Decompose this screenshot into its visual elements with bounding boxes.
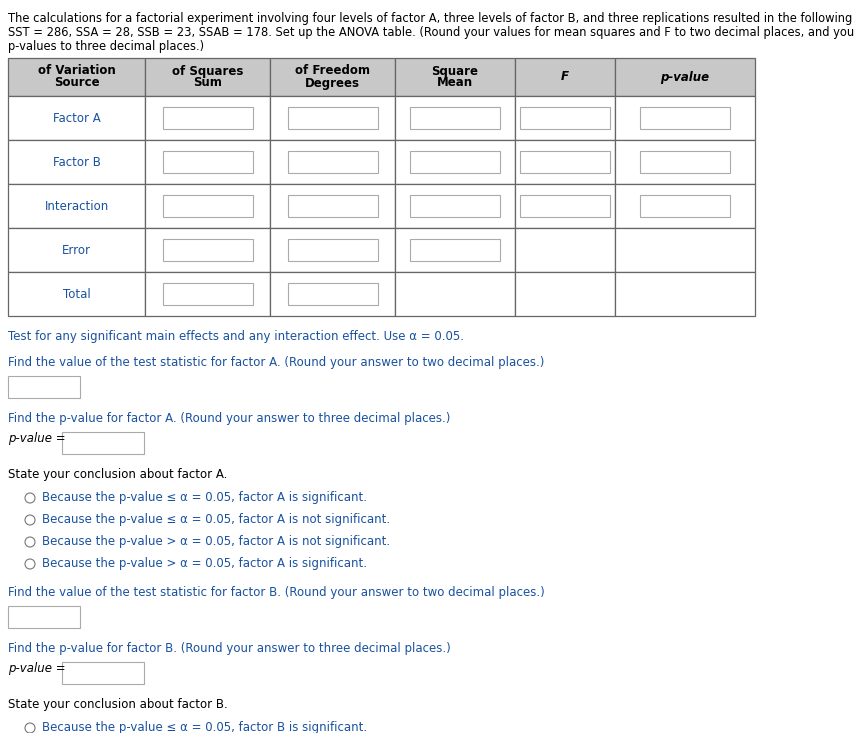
Bar <box>395 228 515 272</box>
Bar <box>395 272 515 316</box>
Bar <box>287 150 378 174</box>
Text: Interaction: Interaction <box>44 199 109 213</box>
Bar <box>520 106 610 130</box>
Bar <box>287 194 378 218</box>
Text: Because the p-value ≤ α = 0.05, factor B is significant.: Because the p-value ≤ α = 0.05, factor B… <box>42 721 367 733</box>
Bar <box>162 194 252 218</box>
Bar <box>8 228 145 272</box>
Bar <box>615 140 755 184</box>
Text: Because the p-value > α = 0.05, factor A is not significant.: Because the p-value > α = 0.05, factor A… <box>42 536 390 548</box>
Bar <box>8 58 145 96</box>
Bar <box>410 106 500 130</box>
Bar <box>8 140 145 184</box>
Bar <box>145 58 270 96</box>
Bar <box>395 140 515 184</box>
Bar <box>640 150 730 174</box>
Text: p-value: p-value <box>660 70 710 84</box>
Text: SST = 286, SSA = 28, SSB = 23, SSAB = 178. Set up the ANOVA table. (Round your v: SST = 286, SSA = 28, SSB = 23, SSAB = 17… <box>8 26 855 39</box>
Bar <box>270 184 395 228</box>
Bar <box>270 228 395 272</box>
Text: Degrees: Degrees <box>305 76 360 89</box>
Text: Square: Square <box>432 65 479 78</box>
Bar <box>162 282 252 306</box>
Bar <box>515 228 615 272</box>
Text: State your conclusion about factor B.: State your conclusion about factor B. <box>8 698 227 711</box>
Bar <box>8 184 145 228</box>
Bar <box>145 184 270 228</box>
Bar <box>270 272 395 316</box>
Text: Mean: Mean <box>437 76 473 89</box>
Bar <box>410 238 500 262</box>
Bar <box>62 432 144 454</box>
Bar <box>515 140 615 184</box>
Bar <box>615 272 755 316</box>
Bar <box>515 272 615 316</box>
Bar <box>145 228 270 272</box>
Text: Source: Source <box>54 76 99 89</box>
Text: Factor A: Factor A <box>53 111 100 125</box>
Bar <box>395 184 515 228</box>
Text: Find the p-value for factor B. (Round your answer to three decimal places.): Find the p-value for factor B. (Round yo… <box>8 642 451 655</box>
Bar <box>8 606 80 628</box>
Bar <box>615 228 755 272</box>
Bar <box>515 58 615 96</box>
Bar <box>8 96 145 140</box>
Bar <box>615 58 755 96</box>
Bar <box>162 106 252 130</box>
Text: of Freedom: of Freedom <box>295 65 370 78</box>
Text: The calculations for a factorial experiment involving four levels of factor A, t: The calculations for a factorial experim… <box>8 12 855 25</box>
Bar <box>287 238 378 262</box>
Text: p-values to three decimal places.): p-values to three decimal places.) <box>8 40 204 53</box>
Text: of Variation: of Variation <box>38 65 115 78</box>
Bar <box>615 96 755 140</box>
Text: Find the value of the test statistic for factor B. (Round your answer to two dec: Find the value of the test statistic for… <box>8 586 545 599</box>
Bar <box>270 58 395 96</box>
Text: Error: Error <box>62 243 91 257</box>
Bar <box>8 272 145 316</box>
Text: Factor B: Factor B <box>52 155 100 169</box>
Bar <box>640 106 730 130</box>
Bar <box>145 140 270 184</box>
Bar <box>410 194 500 218</box>
Text: Find the value of the test statistic for factor A. (Round your answer to two dec: Find the value of the test statistic for… <box>8 356 545 369</box>
Text: F: F <box>561 70 569 84</box>
Bar <box>162 238 252 262</box>
Text: Find the p-value for factor A. (Round your answer to three decimal places.): Find the p-value for factor A. (Round yo… <box>8 412 451 425</box>
Text: Because the p-value ≤ α = 0.05, factor A is not significant.: Because the p-value ≤ α = 0.05, factor A… <box>42 514 390 526</box>
Bar <box>62 662 144 684</box>
Text: of Squares: of Squares <box>172 65 243 78</box>
Bar <box>287 106 378 130</box>
Bar <box>410 150 500 174</box>
Text: State your conclusion about factor A.: State your conclusion about factor A. <box>8 468 227 481</box>
Text: p-value =: p-value = <box>8 662 69 675</box>
Bar <box>395 58 515 96</box>
Bar <box>640 194 730 218</box>
Text: Sum: Sum <box>193 76 222 89</box>
Bar <box>8 376 80 398</box>
Bar <box>520 194 610 218</box>
Bar <box>162 150 252 174</box>
Bar <box>515 184 615 228</box>
Bar <box>270 96 395 140</box>
Bar <box>395 96 515 140</box>
Bar <box>615 184 755 228</box>
Bar <box>520 150 610 174</box>
Text: Test for any significant main effects and any interaction effect. Use α = 0.05.: Test for any significant main effects an… <box>8 330 464 343</box>
Bar <box>145 96 270 140</box>
Text: Because the p-value ≤ α = 0.05, factor A is significant.: Because the p-value ≤ α = 0.05, factor A… <box>42 492 367 504</box>
Text: p-value =: p-value = <box>8 432 69 445</box>
Bar <box>270 140 395 184</box>
Bar <box>287 282 378 306</box>
Bar <box>145 272 270 316</box>
Bar <box>515 96 615 140</box>
Text: Because the p-value > α = 0.05, factor A is significant.: Because the p-value > α = 0.05, factor A… <box>42 558 367 570</box>
Text: Total: Total <box>62 287 91 301</box>
